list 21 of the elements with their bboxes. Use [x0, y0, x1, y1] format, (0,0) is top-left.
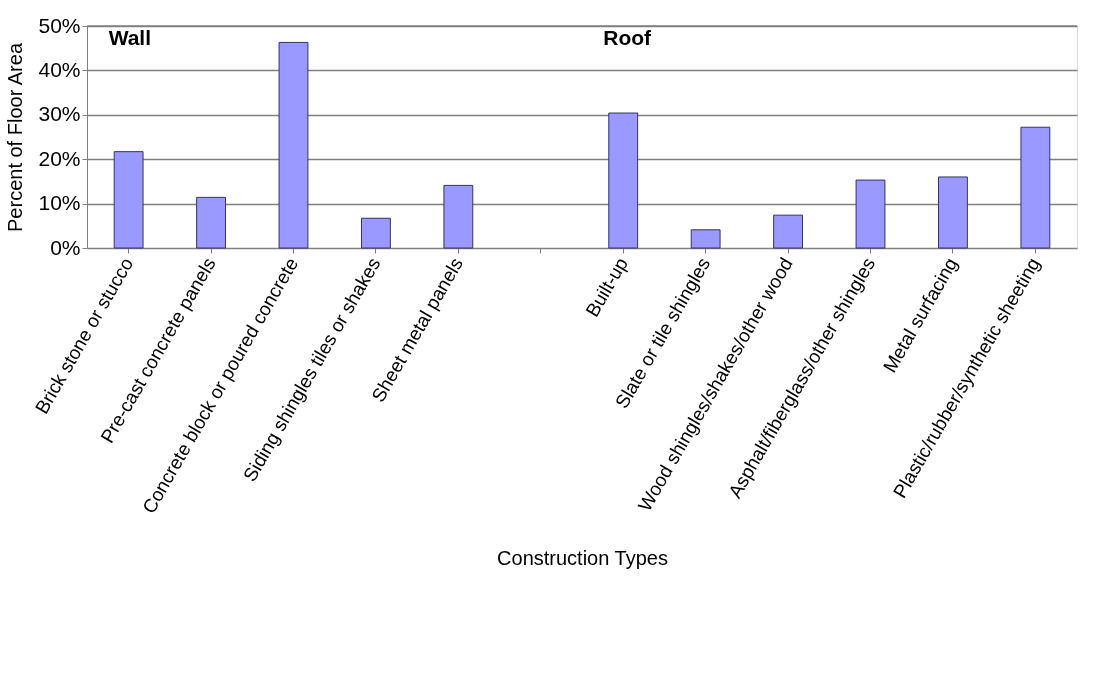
bar — [443, 184, 474, 249]
bar — [773, 214, 803, 249]
bar — [196, 196, 226, 249]
y-tick-label: 10% — [38, 191, 81, 215]
y-axis-title: Percent of Floor Area — [4, 42, 27, 232]
bar — [1020, 126, 1051, 249]
bar — [690, 229, 721, 249]
bar — [361, 217, 391, 249]
bar — [938, 176, 968, 249]
y-tick-label: 30% — [38, 102, 81, 126]
bar — [278, 41, 309, 249]
y-tick-label: 40% — [38, 57, 81, 81]
x-axis-title: Construction Types — [497, 546, 668, 569]
bar — [855, 179, 886, 249]
y-tick-label: 50% — [38, 13, 81, 37]
annotation: Wall — [108, 26, 152, 50]
annotation: Roof — [603, 26, 653, 50]
y-tick-label: 20% — [38, 146, 81, 170]
bar — [608, 112, 639, 249]
y-tick-label: 0% — [50, 235, 81, 259]
bar — [113, 151, 144, 249]
